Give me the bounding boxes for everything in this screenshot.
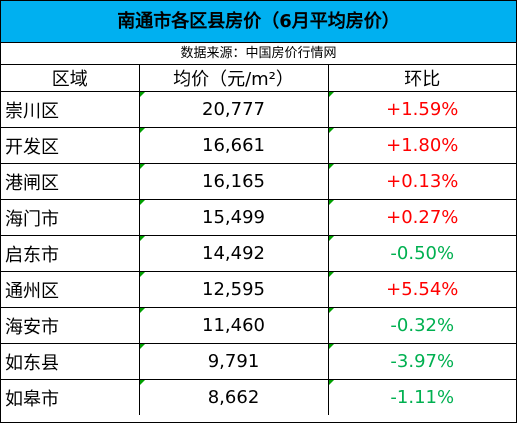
price-table: 区域 均价（元/m²） 环比 崇川区 20,777 +1.59% 开发区 16,661 +… <box>1 65 516 415</box>
price-cell: 16,165 <box>139 163 329 200</box>
cell-marker-icon <box>139 380 145 385</box>
price-cell: 12,595 <box>139 271 329 308</box>
header-price: 均价（元/m²） <box>139 65 329 92</box>
change-cell: -1.11% <box>328 380 516 416</box>
cell-marker-icon <box>139 272 145 277</box>
change-value: -3.97% <box>390 351 455 372</box>
change-cell: -0.32% <box>328 307 516 344</box>
change-value: -0.50% <box>390 243 455 264</box>
table-row: 海门市 15,499 +0.27% <box>1 199 516 236</box>
cell-marker-icon <box>328 308 334 313</box>
table-row: 如皋市 8,662 -1.11% <box>1 379 516 416</box>
price-cell: 20,777 <box>139 91 329 128</box>
cell-marker-icon <box>328 92 334 97</box>
change-cell: +5.54% <box>328 271 516 308</box>
price-cell: 15,499 <box>139 199 329 236</box>
table-row: 海安市 11,460 -0.32% <box>1 307 516 344</box>
region-cell: 如皋市 <box>1 379 140 415</box>
cell-marker-icon <box>328 200 334 205</box>
region-cell: 海门市 <box>1 199 140 236</box>
table-row: 崇川区 20,777 +1.59% <box>1 91 516 128</box>
cell-marker-icon <box>328 164 334 169</box>
price-value: 11,460 <box>202 315 265 336</box>
region-cell: 通州区 <box>1 271 140 308</box>
price-cell: 11,460 <box>139 307 329 344</box>
region-cell: 开发区 <box>1 127 140 164</box>
price-value: 16,165 <box>202 171 265 192</box>
table-title: 南通市各区县房价（6月平均房价） <box>1 1 516 43</box>
change-cell: -0.50% <box>328 235 516 272</box>
change-value: +5.54% <box>386 279 459 300</box>
change-cell: +0.13% <box>328 163 516 200</box>
change-value: +0.27% <box>386 207 459 228</box>
header-region: 区域 <box>1 65 140 92</box>
header-change: 环比 <box>328 65 516 92</box>
cell-marker-icon <box>328 344 334 349</box>
change-value: -1.11% <box>390 387 455 408</box>
price-value: 15,499 <box>202 207 265 228</box>
price-cell: 16,661 <box>139 127 329 164</box>
price-cell: 9,791 <box>139 343 329 380</box>
table-header-row: 区域 均价（元/m²） 环比 <box>1 65 516 92</box>
change-value: +1.59% <box>386 99 459 120</box>
cell-marker-icon <box>328 128 334 133</box>
table-row: 如东县 9,791 -3.97% <box>1 343 516 380</box>
price-value: 8,662 <box>207 387 260 408</box>
region-cell: 港闸区 <box>1 163 140 200</box>
price-cell: 8,662 <box>139 379 329 415</box>
price-cell: 14,492 <box>139 235 329 272</box>
table-row: 开发区 16,661 +1.80% <box>1 127 516 164</box>
change-cell: +1.59% <box>328 91 516 128</box>
region-cell: 启东市 <box>1 235 140 272</box>
region-cell: 如东县 <box>1 343 140 380</box>
cell-marker-icon <box>139 308 145 313</box>
price-value: 16,661 <box>202 135 265 156</box>
change-value: +0.13% <box>386 171 459 192</box>
cell-marker-icon <box>328 236 334 241</box>
cell-marker-icon <box>139 344 145 349</box>
change-cell: -3.97% <box>328 343 516 380</box>
cell-marker-icon <box>139 128 145 133</box>
change-cell: +1.80% <box>328 127 516 164</box>
table-row: 启东市 14,492 -0.50% <box>1 235 516 272</box>
cell-marker-icon <box>139 92 145 97</box>
table-row: 港闸区 16,165 +0.13% <box>1 163 516 200</box>
price-value: 20,777 <box>202 99 265 120</box>
price-value: 14,492 <box>202 243 265 264</box>
price-value: 9,791 <box>207 351 260 372</box>
change-value: -0.32% <box>390 315 455 336</box>
price-value: 12,595 <box>202 279 265 300</box>
cell-marker-icon <box>139 164 145 169</box>
table-row: 通州区 12,595 +5.54% <box>1 271 516 308</box>
region-cell: 海安市 <box>1 307 140 344</box>
cell-marker-icon <box>328 272 334 277</box>
change-value: +1.80% <box>386 135 459 156</box>
region-cell: 崇川区 <box>1 91 140 128</box>
data-source-note: 数据来源：中国房价行情网 <box>1 43 516 65</box>
cell-marker-icon <box>328 380 334 385</box>
cell-marker-icon <box>139 200 145 205</box>
change-cell: +0.27% <box>328 199 516 236</box>
cell-marker-icon <box>139 236 145 241</box>
